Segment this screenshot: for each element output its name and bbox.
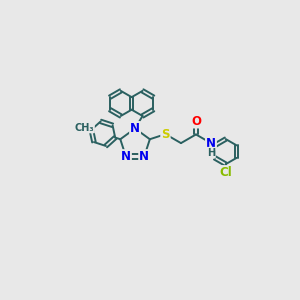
Text: N: N bbox=[130, 122, 140, 135]
Text: O: O bbox=[191, 115, 201, 128]
Text: N: N bbox=[206, 136, 216, 150]
Text: N: N bbox=[121, 150, 131, 163]
Text: H: H bbox=[207, 148, 215, 158]
Text: N: N bbox=[139, 150, 149, 163]
Text: CH₃: CH₃ bbox=[74, 122, 94, 133]
Text: S: S bbox=[161, 128, 170, 141]
Text: Cl: Cl bbox=[219, 166, 232, 179]
